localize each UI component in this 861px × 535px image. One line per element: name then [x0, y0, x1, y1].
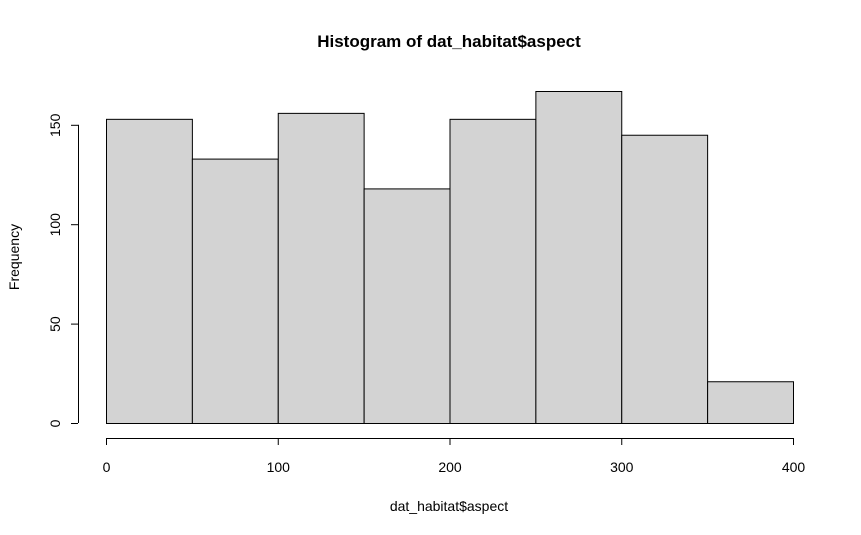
histogram-bar-5: [535, 91, 623, 424]
x-axis: 0 100 200 300 400: [103, 438, 806, 475]
y-axis-label: Frequency: [6, 224, 22, 290]
x-tick-label: 300: [610, 459, 634, 475]
histogram-bar-4: [449, 118, 537, 424]
y-tick-label: 0: [47, 419, 63, 427]
x-tick-label: 100: [267, 459, 291, 475]
chart-title: Histogram of dat_habitat$aspect: [317, 32, 581, 51]
x-tick-label: 400: [782, 459, 806, 475]
y-axis: 0 50 100 150: [47, 113, 79, 427]
histogram-bar-2: [277, 112, 365, 425]
x-tick-label: 0: [103, 459, 111, 475]
histogram-bar-1: [191, 158, 279, 425]
x-axis-label: dat_habitat$aspect: [390, 498, 508, 514]
histogram-bar-0: [106, 118, 193, 424]
histogram-bar-3: [363, 188, 451, 424]
histogram-bar-7: [707, 381, 794, 424]
bars-group: [106, 91, 794, 425]
y-tick-label: 150: [47, 113, 63, 137]
y-tick-label: 50: [47, 316, 63, 332]
y-tick-label: 100: [47, 213, 63, 237]
histogram-bar-6: [621, 134, 709, 424]
x-tick-label: 200: [438, 459, 462, 475]
